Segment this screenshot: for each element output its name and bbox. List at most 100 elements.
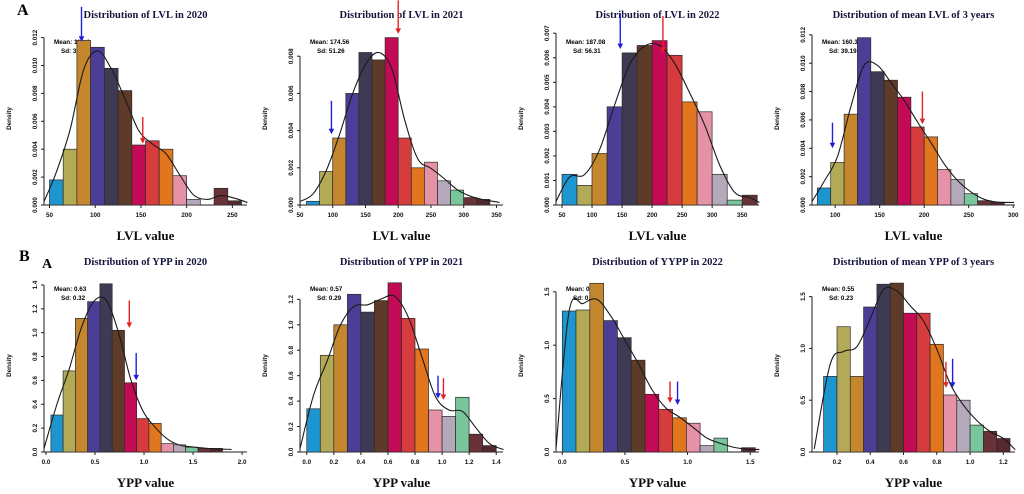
chart-title: Distribution of mean YPP of 3 years <box>833 257 994 268</box>
y-tick-label: 0.004 <box>32 141 39 157</box>
mean-annotation: Mean: 0.43 <box>566 286 599 293</box>
x-axis-title: YPP value <box>629 475 687 490</box>
mean-annotation: Mean: 174.56 <box>310 39 350 46</box>
histogram-bar <box>857 37 872 206</box>
histogram-bar <box>50 414 64 453</box>
x-axis-title: YPP value <box>373 475 431 490</box>
y-tick-label: 0.006 <box>32 113 39 129</box>
chart-title: Distribution of LVL in 2020 <box>84 10 208 21</box>
histogram-bar <box>963 193 979 206</box>
histogram-lvl-2022: Distribution of LVL in 2022 Mean: 187.08 S… <box>518 10 760 243</box>
panel-lvl-2022: Distribution of LVL in 2022 Mean: 187.08 S… <box>512 0 768 247</box>
y-tick-label: 0.006 <box>800 112 807 128</box>
histogram-bar <box>903 312 918 453</box>
histogram-bar <box>62 370 76 453</box>
y-tick-label: 0.8 <box>32 352 39 361</box>
chart-title: Distribution of YYPP in 2022 <box>592 257 723 268</box>
histogram-bar <box>437 180 451 206</box>
panel-lvl-2021: Distribution of LVL in 2021 Mean: 174.56 S… <box>256 0 512 247</box>
x-tick-label: 0.8 <box>411 459 420 466</box>
section-label-b-sub: A <box>42 257 53 272</box>
sd-annotation: Sd: 0.3 <box>573 295 594 302</box>
arrow-head <box>133 374 139 381</box>
panel-lvl-mean: Distribution of mean LVL of 3 years Mean:… <box>768 0 1024 247</box>
density-curve <box>555 297 760 451</box>
y-axis-title: Density <box>6 354 13 377</box>
y-tick-label: 0.5 <box>544 394 551 403</box>
histogram-ypp-mean: Distribution of mean YPP of 3 years Mean:… <box>774 257 1016 490</box>
x-axis-title: LVL value <box>629 228 687 243</box>
x-tick-label: 0.5 <box>91 459 100 466</box>
histogram-bar <box>62 148 78 206</box>
histogram-bar <box>644 393 660 453</box>
histogram-bar <box>630 359 646 453</box>
y-tick-label: 0.002 <box>544 148 551 164</box>
x-tick-label: 150 <box>136 212 147 219</box>
x-tick-label: 0.2 <box>329 459 338 466</box>
y-tick-label: 0.004 <box>288 122 295 138</box>
x-tick-label: 100 <box>830 212 841 219</box>
histogram-bar <box>131 144 146 206</box>
x-tick-label: 1.5 <box>189 459 198 466</box>
histogram-bar <box>713 437 729 453</box>
arrow-head <box>829 142 836 149</box>
histogram-bar <box>681 101 698 206</box>
x-tick-label: 300 <box>1008 212 1019 219</box>
x-tick-label: 150 <box>360 212 371 219</box>
y-tick-label: 0.002 <box>288 159 295 175</box>
chart-title: Distribution of LVL in 2022 <box>596 10 720 21</box>
red-arrow-icon <box>395 0 402 34</box>
histogram-bar <box>977 200 992 206</box>
mean-annotation: Mean: 187.08 <box>566 39 606 46</box>
x-tick-label: 1.2 <box>465 459 474 466</box>
panel-lvl-2020: Distribution of LVL in 2020 Mean: 119.4 Sd… <box>0 0 256 247</box>
histogram-bar <box>658 408 673 453</box>
y-tick-label: 0.4 <box>32 399 39 408</box>
y-tick-label: 0.002 <box>800 168 807 184</box>
x-tick-label: 1.0 <box>438 459 447 466</box>
x-tick-label: 200 <box>647 212 658 219</box>
histogram-bar <box>306 200 320 206</box>
chart-title: Distribution of YPP in 2021 <box>340 257 463 268</box>
density-curve <box>811 60 1015 204</box>
x-tick-label: 1.4 <box>492 459 501 466</box>
y-tick-label: 0.2 <box>288 422 295 431</box>
histogram-bar <box>575 309 591 453</box>
x-axis-title: YPP value <box>885 475 943 490</box>
histogram-bar <box>726 199 743 206</box>
histogram-bar <box>603 320 618 453</box>
x-tick-label: 350 <box>491 212 502 219</box>
histogram-bar <box>996 438 1011 453</box>
histogram-bar <box>463 197 478 206</box>
y-axis-title: Density <box>518 354 525 377</box>
x-tick-label: 150 <box>617 212 628 219</box>
y-tick-label: 0.012 <box>800 26 807 42</box>
y-axis-title: Density <box>774 107 781 130</box>
histogram-bar <box>124 382 138 453</box>
histogram-bar <box>306 408 321 453</box>
histogram-bar <box>345 93 360 206</box>
histogram-bar <box>158 148 174 206</box>
y-tick-label: 0.000 <box>544 197 551 213</box>
y-tick-label: 0.001 <box>544 172 551 188</box>
sd-annotation: Sd: 39.19 <box>829 48 857 55</box>
histogram-bar <box>910 126 925 206</box>
x-tick-label: 50 <box>558 212 566 219</box>
mean-annotation: Mean: 0.55 <box>822 286 855 293</box>
y-tick-label: 0.002 <box>32 169 39 185</box>
histogram-bar <box>75 318 89 453</box>
histogram-bar <box>397 137 412 206</box>
chart-title: Distribution of LVL in 2021 <box>340 10 464 21</box>
x-tick-label: 1.0 <box>966 459 975 466</box>
histogram-bar <box>90 46 105 206</box>
histogram-bar <box>889 282 904 453</box>
density-curve <box>299 51 500 203</box>
histogram-bar <box>387 282 402 453</box>
arrow-head <box>674 399 681 406</box>
x-tick-label: 150 <box>874 212 885 219</box>
histogram-lvl-2021: Distribution of LVL in 2021 Mean: 174.56 S… <box>262 0 503 243</box>
x-tick-label: 0.0 <box>42 459 51 466</box>
histogram-lvl-mean: Distribution of mean LVL of 3 years Mean:… <box>774 10 1019 243</box>
panel-ypp-mean: Distribution of mean YPP of 3 years Mean:… <box>768 247 1024 494</box>
histogram-bar <box>836 326 851 453</box>
